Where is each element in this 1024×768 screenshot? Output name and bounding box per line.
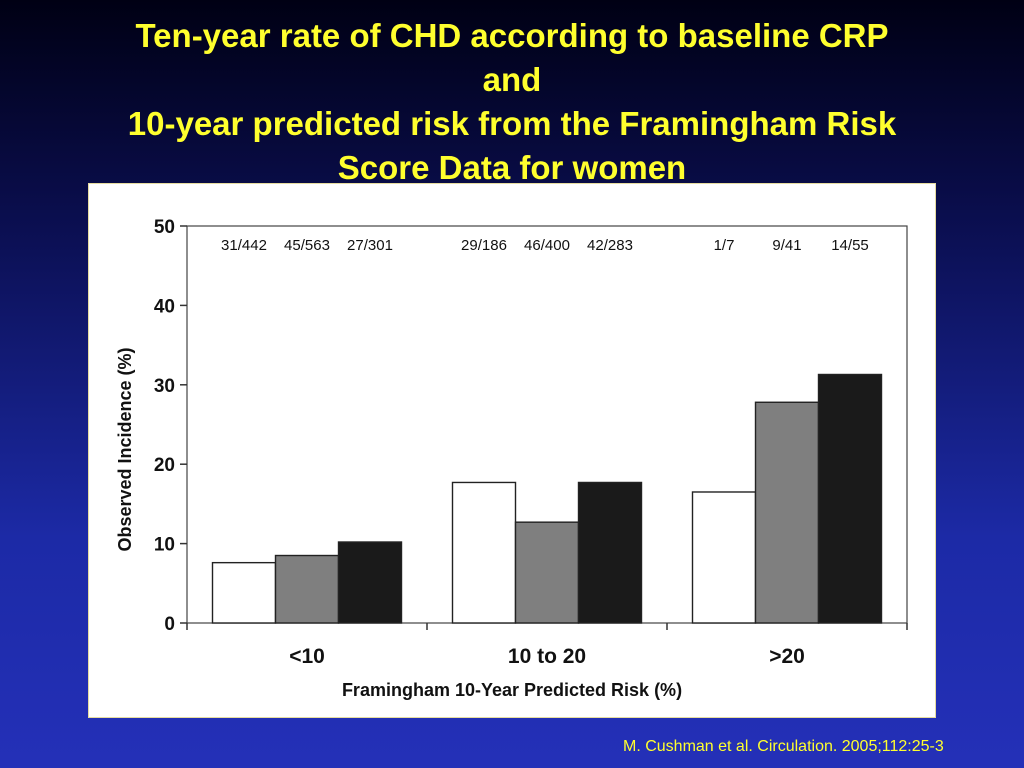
bar [514,521,580,624]
bar [211,561,277,624]
bar [577,481,643,624]
y-tick-label: 30 [154,376,175,397]
chart-panel: 0 10 20 30 40 50 31/442 45/563 27/301 <10 29/186 46… [88,183,936,718]
title-line-4: Score Data for women [337,149,687,186]
bar [274,554,340,624]
citation: M. Cushman et al. Circulation. 2005;112:… [623,738,944,755]
y-tick-label: 10 [154,535,175,556]
y-axis-label: Observed Incidence (%) [115,347,135,551]
y-tick-label: 50 [154,217,175,238]
title-line-3: 10-year predicted risk from the Framingh… [127,105,897,142]
count-label: 1/7 [714,237,735,254]
x-tick-label: >20 [769,645,805,668]
title-line-1: Ten-year rate of CHD according to baseli… [135,17,889,54]
count-label: 42/283 [587,237,633,254]
count-label: 27/301 [347,237,393,254]
y-tick-label: 20 [154,455,175,476]
bar [337,541,403,624]
slide-title: Ten-year rate of CHD according to baseli… [0,14,1024,190]
count-label: 45/563 [284,237,330,254]
title-line-2: and [482,61,542,98]
bar [691,491,757,624]
count-label: 31/442 [221,237,267,254]
bar-chart: 0 10 20 30 40 50 31/442 45/563 27/301 <10 29/186 46… [115,217,908,700]
y-tick-label: 0 [164,614,175,635]
count-label: 14/55 [831,237,869,254]
x-tick-label: 10 to 20 [508,645,586,668]
count-label: 46/400 [524,237,570,254]
bar [817,373,883,624]
x-axis-label: Framingham 10-Year Predicted Risk (%) [342,680,682,700]
bar [451,481,517,624]
count-label: 9/41 [772,237,801,254]
y-tick-label: 40 [154,296,175,317]
bar [754,401,820,624]
x-tick-label: <10 [289,645,325,668]
count-label: 29/186 [461,237,507,254]
